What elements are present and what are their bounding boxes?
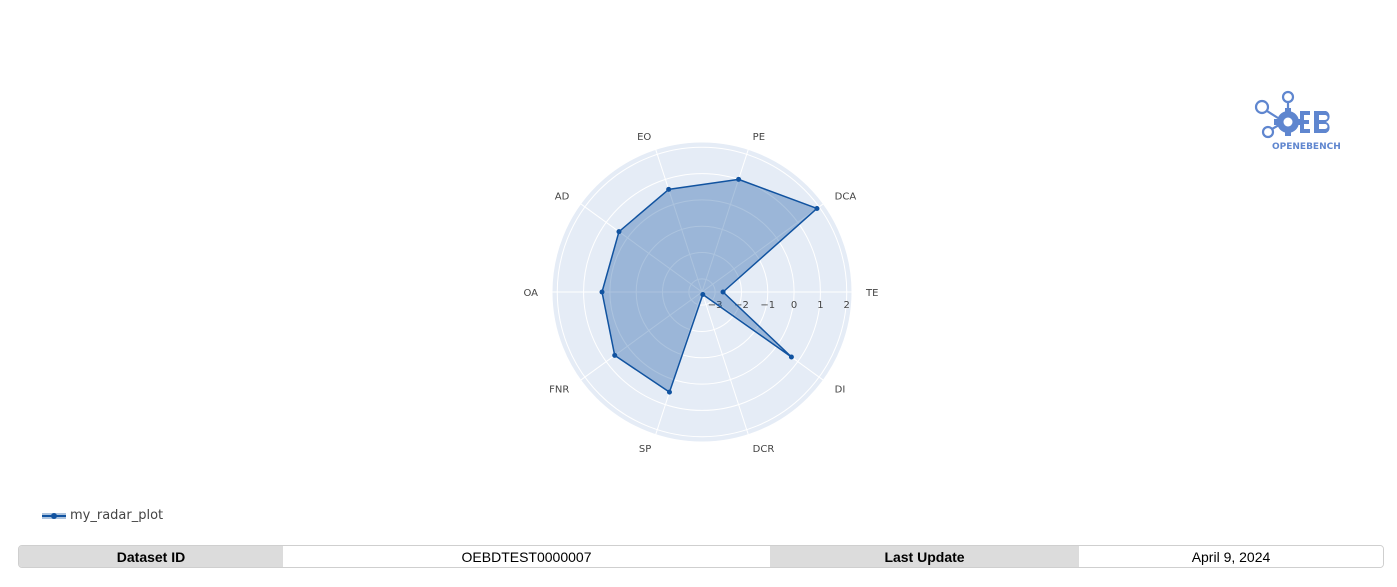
data-point[interactable]: [616, 229, 622, 235]
axis-label-di: DI: [835, 384, 846, 395]
radial-ticks: −3 −2 −1 0 1 2: [708, 300, 850, 311]
angular-grid-line: [701, 149, 749, 293]
legend-swatch: [42, 511, 66, 521]
openebench-logo: OPENEBENCH: [1254, 90, 1341, 152]
axis-labels: TE DCA PE EO AD OA FNR SP DCR DI: [523, 132, 878, 455]
data-point[interactable]: [700, 292, 706, 298]
dataset-id-label: Dataset ID: [19, 546, 283, 567]
radial-tick-label: −3: [708, 300, 723, 311]
axis-label-fnr: FNR: [549, 384, 569, 395]
radial-tick-label: −2: [734, 300, 749, 311]
angular-grid-line: [580, 291, 703, 381]
radial-tick-label: 1: [817, 300, 823, 311]
data-point[interactable]: [720, 289, 726, 295]
last-update-value: April 9, 2024: [1079, 546, 1383, 567]
axis-label-eo: EO: [637, 132, 651, 143]
logo-text: OPENEBENCH: [1272, 142, 1341, 152]
axis-label-sp: SP: [639, 444, 651, 455]
data-point[interactable]: [814, 205, 820, 211]
axis-label-pe: PE: [753, 132, 765, 143]
radar-grid: [551, 141, 853, 443]
dataset-info-table: Dataset ID OEBDTEST0000007 Last Update A…: [18, 545, 1384, 568]
angular-grid-line: [580, 203, 703, 293]
axis-label-ad: AD: [555, 192, 570, 203]
axis-label-te: TE: [865, 288, 878, 299]
data-point[interactable]: [666, 389, 672, 395]
angular-grid-line: [655, 149, 703, 293]
series-layer: [599, 176, 820, 395]
data-point[interactable]: [788, 354, 794, 360]
data-point[interactable]: [612, 352, 618, 358]
axis-label-oa: OA: [523, 288, 538, 299]
radial-tick-label: 0: [791, 300, 797, 311]
dataset-id-value: OEBDTEST0000007: [283, 546, 770, 567]
data-point[interactable]: [666, 186, 672, 192]
data-point[interactable]: [736, 176, 742, 182]
angular-grid-line: [701, 203, 824, 293]
data-point[interactable]: [599, 289, 605, 295]
radial-tick-label: 2: [844, 300, 850, 311]
axis-label-dcr: DCR: [753, 444, 775, 455]
last-update-label: Last Update: [770, 546, 1079, 567]
legend-entry-label: my_radar_plot: [70, 508, 164, 523]
angular-grid-line: [701, 291, 749, 435]
axis-label-dca: DCA: [835, 192, 857, 203]
radial-tick-label: −1: [760, 300, 775, 311]
legend[interactable]: my_radar_plot: [42, 508, 163, 523]
